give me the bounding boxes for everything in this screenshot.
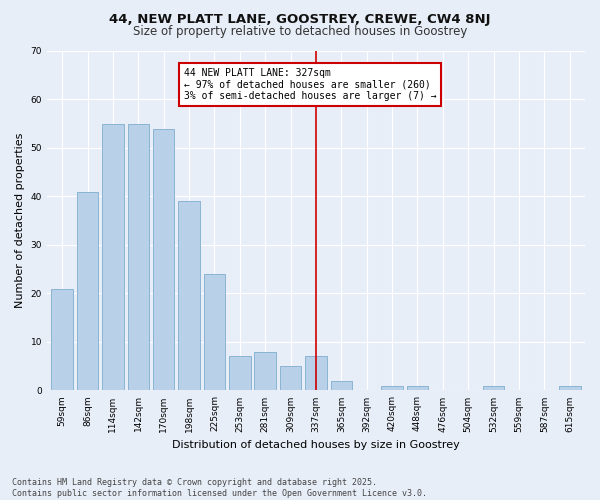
- Bar: [102, 124, 124, 390]
- Text: Size of property relative to detached houses in Goostrey: Size of property relative to detached ho…: [133, 25, 467, 38]
- Y-axis label: Number of detached properties: Number of detached properties: [15, 133, 25, 308]
- Bar: [483, 386, 505, 390]
- Bar: [407, 386, 428, 390]
- Bar: [382, 386, 403, 390]
- Bar: [331, 380, 352, 390]
- Bar: [128, 124, 149, 390]
- Bar: [305, 356, 327, 390]
- Bar: [178, 202, 200, 390]
- Bar: [229, 356, 251, 390]
- Bar: [559, 386, 581, 390]
- Bar: [254, 352, 276, 391]
- Bar: [203, 274, 225, 390]
- Text: 44, NEW PLATT LANE, GOOSTREY, CREWE, CW4 8NJ: 44, NEW PLATT LANE, GOOSTREY, CREWE, CW4…: [109, 12, 491, 26]
- X-axis label: Distribution of detached houses by size in Goostrey: Distribution of detached houses by size …: [172, 440, 460, 450]
- Bar: [77, 192, 98, 390]
- Text: 44 NEW PLATT LANE: 327sqm
← 97% of detached houses are smaller (260)
3% of semi-: 44 NEW PLATT LANE: 327sqm ← 97% of detac…: [184, 68, 437, 101]
- Bar: [280, 366, 301, 390]
- Text: Contains HM Land Registry data © Crown copyright and database right 2025.
Contai: Contains HM Land Registry data © Crown c…: [12, 478, 427, 498]
- Bar: [153, 128, 175, 390]
- Bar: [52, 288, 73, 390]
